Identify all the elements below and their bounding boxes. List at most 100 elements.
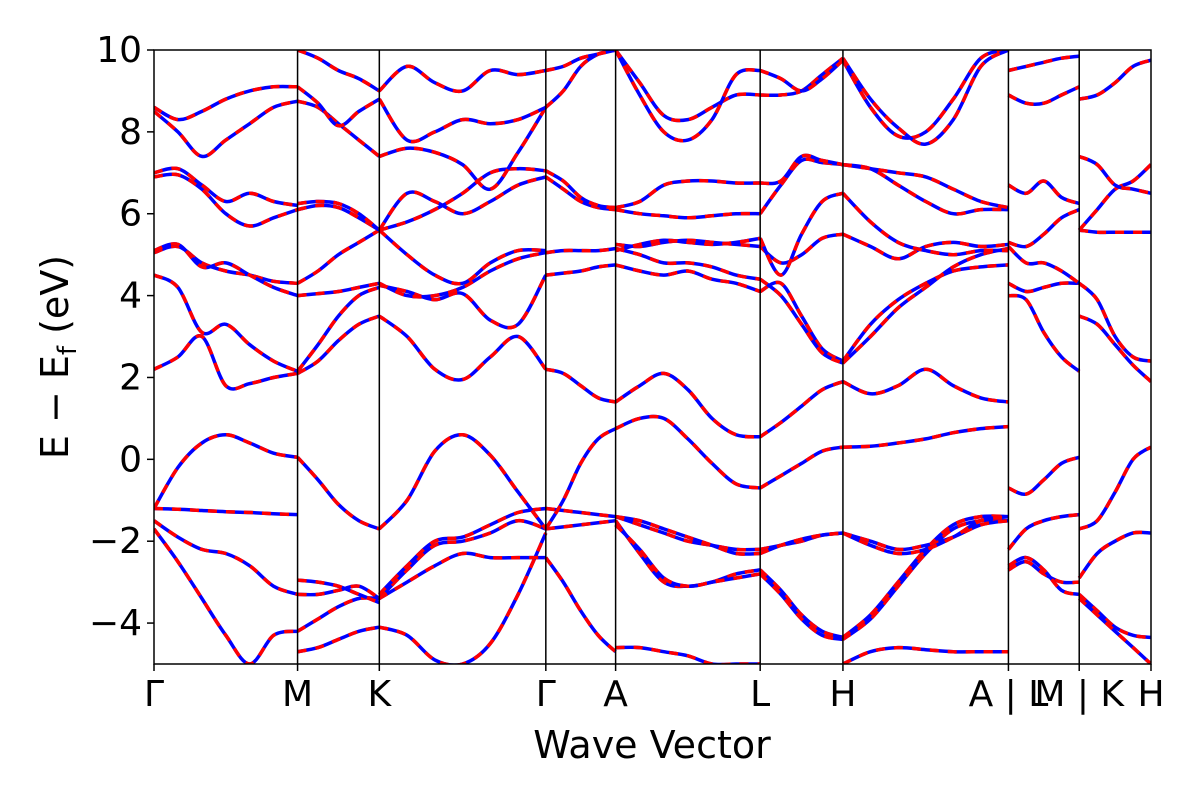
- band-0-6-dashed: [154, 244, 298, 286]
- band-1-0-dashed: [297, 625, 380, 654]
- band-0-7-dashed: [154, 242, 299, 298]
- band-0-10-dashed: [154, 99, 299, 159]
- band-6-8-dashed: [841, 246, 1009, 365]
- band-0-0-dashed: [154, 527, 298, 664]
- band-8-8-solid: [1078, 154, 1151, 196]
- band-3-7-dashed: [544, 175, 616, 212]
- band-4-0-dashed: [614, 519, 761, 589]
- band-7-2-dashed: [1007, 512, 1080, 551]
- band-1-7-dashed: [297, 281, 380, 298]
- band-5-3-dashed: [759, 531, 844, 556]
- band-4-13-dashed: [614, 50, 761, 123]
- x-tick-label: M | K: [1034, 674, 1125, 715]
- band-3-4-dashed: [545, 367, 617, 404]
- band-8-3-dashed: [1078, 597, 1151, 664]
- band-0-1-dashed: [154, 519, 299, 597]
- band-4-5-dashed: [614, 371, 761, 439]
- band-8-9-dashed: [1078, 58, 1151, 101]
- band-5-4-dashed: [759, 445, 844, 490]
- band-3-5-dashed: [545, 263, 616, 277]
- band-7-7-dashed: [1007, 207, 1080, 249]
- band-1-8-solid: [296, 228, 381, 285]
- band-lines: [154, 50, 1151, 664]
- band-5-6-dashed: [759, 280, 844, 363]
- band-7-0-dashed: [1007, 559, 1080, 585]
- band-0-9-dashed: [154, 166, 298, 208]
- y-tick-label: 0: [119, 439, 142, 480]
- x-tick-label: Γ: [536, 674, 556, 715]
- band-3-10-dashed: [545, 50, 617, 73]
- band-7-1-dashed: [1007, 555, 1080, 597]
- band-0-5-dashed: [154, 273, 299, 373]
- band-4-10-dashed: [615, 236, 761, 253]
- band-0-3-solid: [154, 433, 298, 510]
- y-tick-label: 4: [119, 276, 142, 317]
- band-8-6-dashed: [1079, 228, 1151, 235]
- band-3-0-dashed: [545, 518, 616, 531]
- band-7-6-dashed: [1007, 245, 1081, 285]
- band-4-8-dashed: [615, 246, 761, 281]
- x-tick-label: H: [1137, 674, 1164, 715]
- band-2-10-dashed: [378, 166, 546, 232]
- band-1-4-dashed: [296, 456, 380, 531]
- band-6-7-dashed: [841, 263, 1009, 363]
- band-6-4-solid: [842, 424, 1009, 449]
- band-6-5-dashed: [842, 367, 1009, 404]
- band-6-11-dashed: [842, 162, 1009, 216]
- band-5-9-solid: [758, 191, 844, 277]
- band-2-3-dashed: [378, 506, 547, 596]
- x-tick-label: Γ: [144, 674, 164, 715]
- band-4-2-dashed: [615, 514, 761, 552]
- band-4-3-dashed: [615, 514, 761, 556]
- band-2-7-dashed: [378, 250, 547, 299]
- band-2-6-solid: [378, 274, 548, 330]
- x-axis-ticks: Γ M K Γ A L H A | LM | K H: [144, 664, 1165, 715]
- band-8-4-solid: [1078, 314, 1151, 383]
- x-axis-title: Wave Vector: [533, 723, 771, 767]
- band-6-1-dashed: [841, 514, 1009, 639]
- band-0-2-dashed: [154, 506, 298, 517]
- x-tick-label: A | L: [969, 674, 1049, 715]
- band-8-5-solid: [1078, 281, 1151, 363]
- band-8-1-dashed: [1077, 530, 1151, 580]
- y-tick-label: 6: [119, 194, 142, 235]
- band-8-7-dashed: [1077, 163, 1151, 232]
- band-6-6-solid: [842, 645, 1009, 664]
- band-1-9-dashed: [297, 203, 381, 232]
- band-3-1-dashed: [545, 506, 616, 519]
- y-axis-ticks: −4 −2 0 2 4 6 8 10: [89, 30, 154, 644]
- band-7-8-dashed: [1007, 179, 1080, 206]
- band-3-9-dashed: [544, 50, 617, 109]
- band-3-2-dashed: [544, 427, 617, 530]
- plot-frame: [153, 49, 1152, 665]
- band-1-12-dashed: [296, 85, 381, 128]
- band-2-5-dashed: [378, 314, 548, 382]
- band-1-11-solid: [297, 99, 381, 158]
- y-axis-title-unit: (eV): [33, 255, 77, 346]
- kpoint-separators: [296, 50, 1080, 664]
- band-6-13-dashed: [841, 50, 1009, 140]
- band-0-11-dashed: [154, 84, 298, 122]
- band-4-7-dashed: [615, 263, 761, 294]
- y-tick-label: 2: [119, 357, 142, 398]
- band-6-9-dashed: [842, 232, 1009, 261]
- band-1-10-dashed: [297, 199, 381, 232]
- band-1-2-dashed: [297, 584, 381, 601]
- band-2-2-dashed: [378, 518, 547, 600]
- y-tick-label: −4: [89, 603, 142, 644]
- band-2-4-dashed: [378, 433, 548, 531]
- band-4-4-dashed: [614, 414, 761, 490]
- y-axis-title: E − Ef (eV): [33, 255, 83, 459]
- y-axis-title-subscript: f: [53, 345, 83, 355]
- band-2-13-dashed: [378, 64, 547, 94]
- band-1-13-dashed: [296, 50, 381, 93]
- y-tick-label: −2: [89, 521, 142, 562]
- band-5-11-solid: [760, 153, 844, 186]
- band-4-1-dashed: [614, 523, 761, 589]
- band-1-3-dashed: [297, 578, 380, 605]
- band-8-0-dashed: [1078, 593, 1151, 640]
- band-5-1-dashed: [758, 572, 844, 642]
- band-5-5-solid: [759, 379, 844, 439]
- band-6-2-dashed: [842, 518, 1009, 552]
